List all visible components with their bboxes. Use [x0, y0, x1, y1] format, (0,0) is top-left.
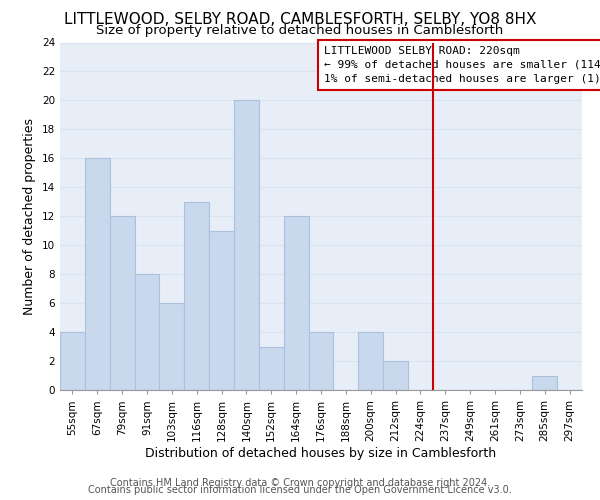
- Bar: [160, 303, 184, 390]
- Text: Contains public sector information licensed under the Open Government Licence v3: Contains public sector information licen…: [88, 485, 512, 495]
- Text: Size of property relative to detached houses in Camblesforth: Size of property relative to detached ho…: [97, 24, 503, 37]
- Text: LITTLEWOOD SELBY ROAD: 220sqm
← 99% of detached houses are smaller (114)
1% of s: LITTLEWOOD SELBY ROAD: 220sqm ← 99% of d…: [323, 46, 600, 84]
- Bar: [85, 158, 110, 390]
- Bar: [308, 332, 334, 390]
- Bar: [60, 332, 85, 390]
- Text: LITTLEWOOD, SELBY ROAD, CAMBLESFORTH, SELBY, YO8 8HX: LITTLEWOOD, SELBY ROAD, CAMBLESFORTH, SE…: [64, 12, 536, 28]
- X-axis label: Distribution of detached houses by size in Camblesforth: Distribution of detached houses by size …: [145, 446, 497, 460]
- Bar: [110, 216, 134, 390]
- Bar: [259, 346, 284, 390]
- Text: Contains HM Land Registry data © Crown copyright and database right 2024.: Contains HM Land Registry data © Crown c…: [110, 478, 490, 488]
- Bar: [284, 216, 308, 390]
- Bar: [234, 100, 259, 390]
- Bar: [184, 202, 209, 390]
- Bar: [383, 361, 408, 390]
- Y-axis label: Number of detached properties: Number of detached properties: [23, 118, 37, 315]
- Bar: [532, 376, 557, 390]
- Bar: [358, 332, 383, 390]
- Bar: [134, 274, 160, 390]
- Bar: [209, 230, 234, 390]
